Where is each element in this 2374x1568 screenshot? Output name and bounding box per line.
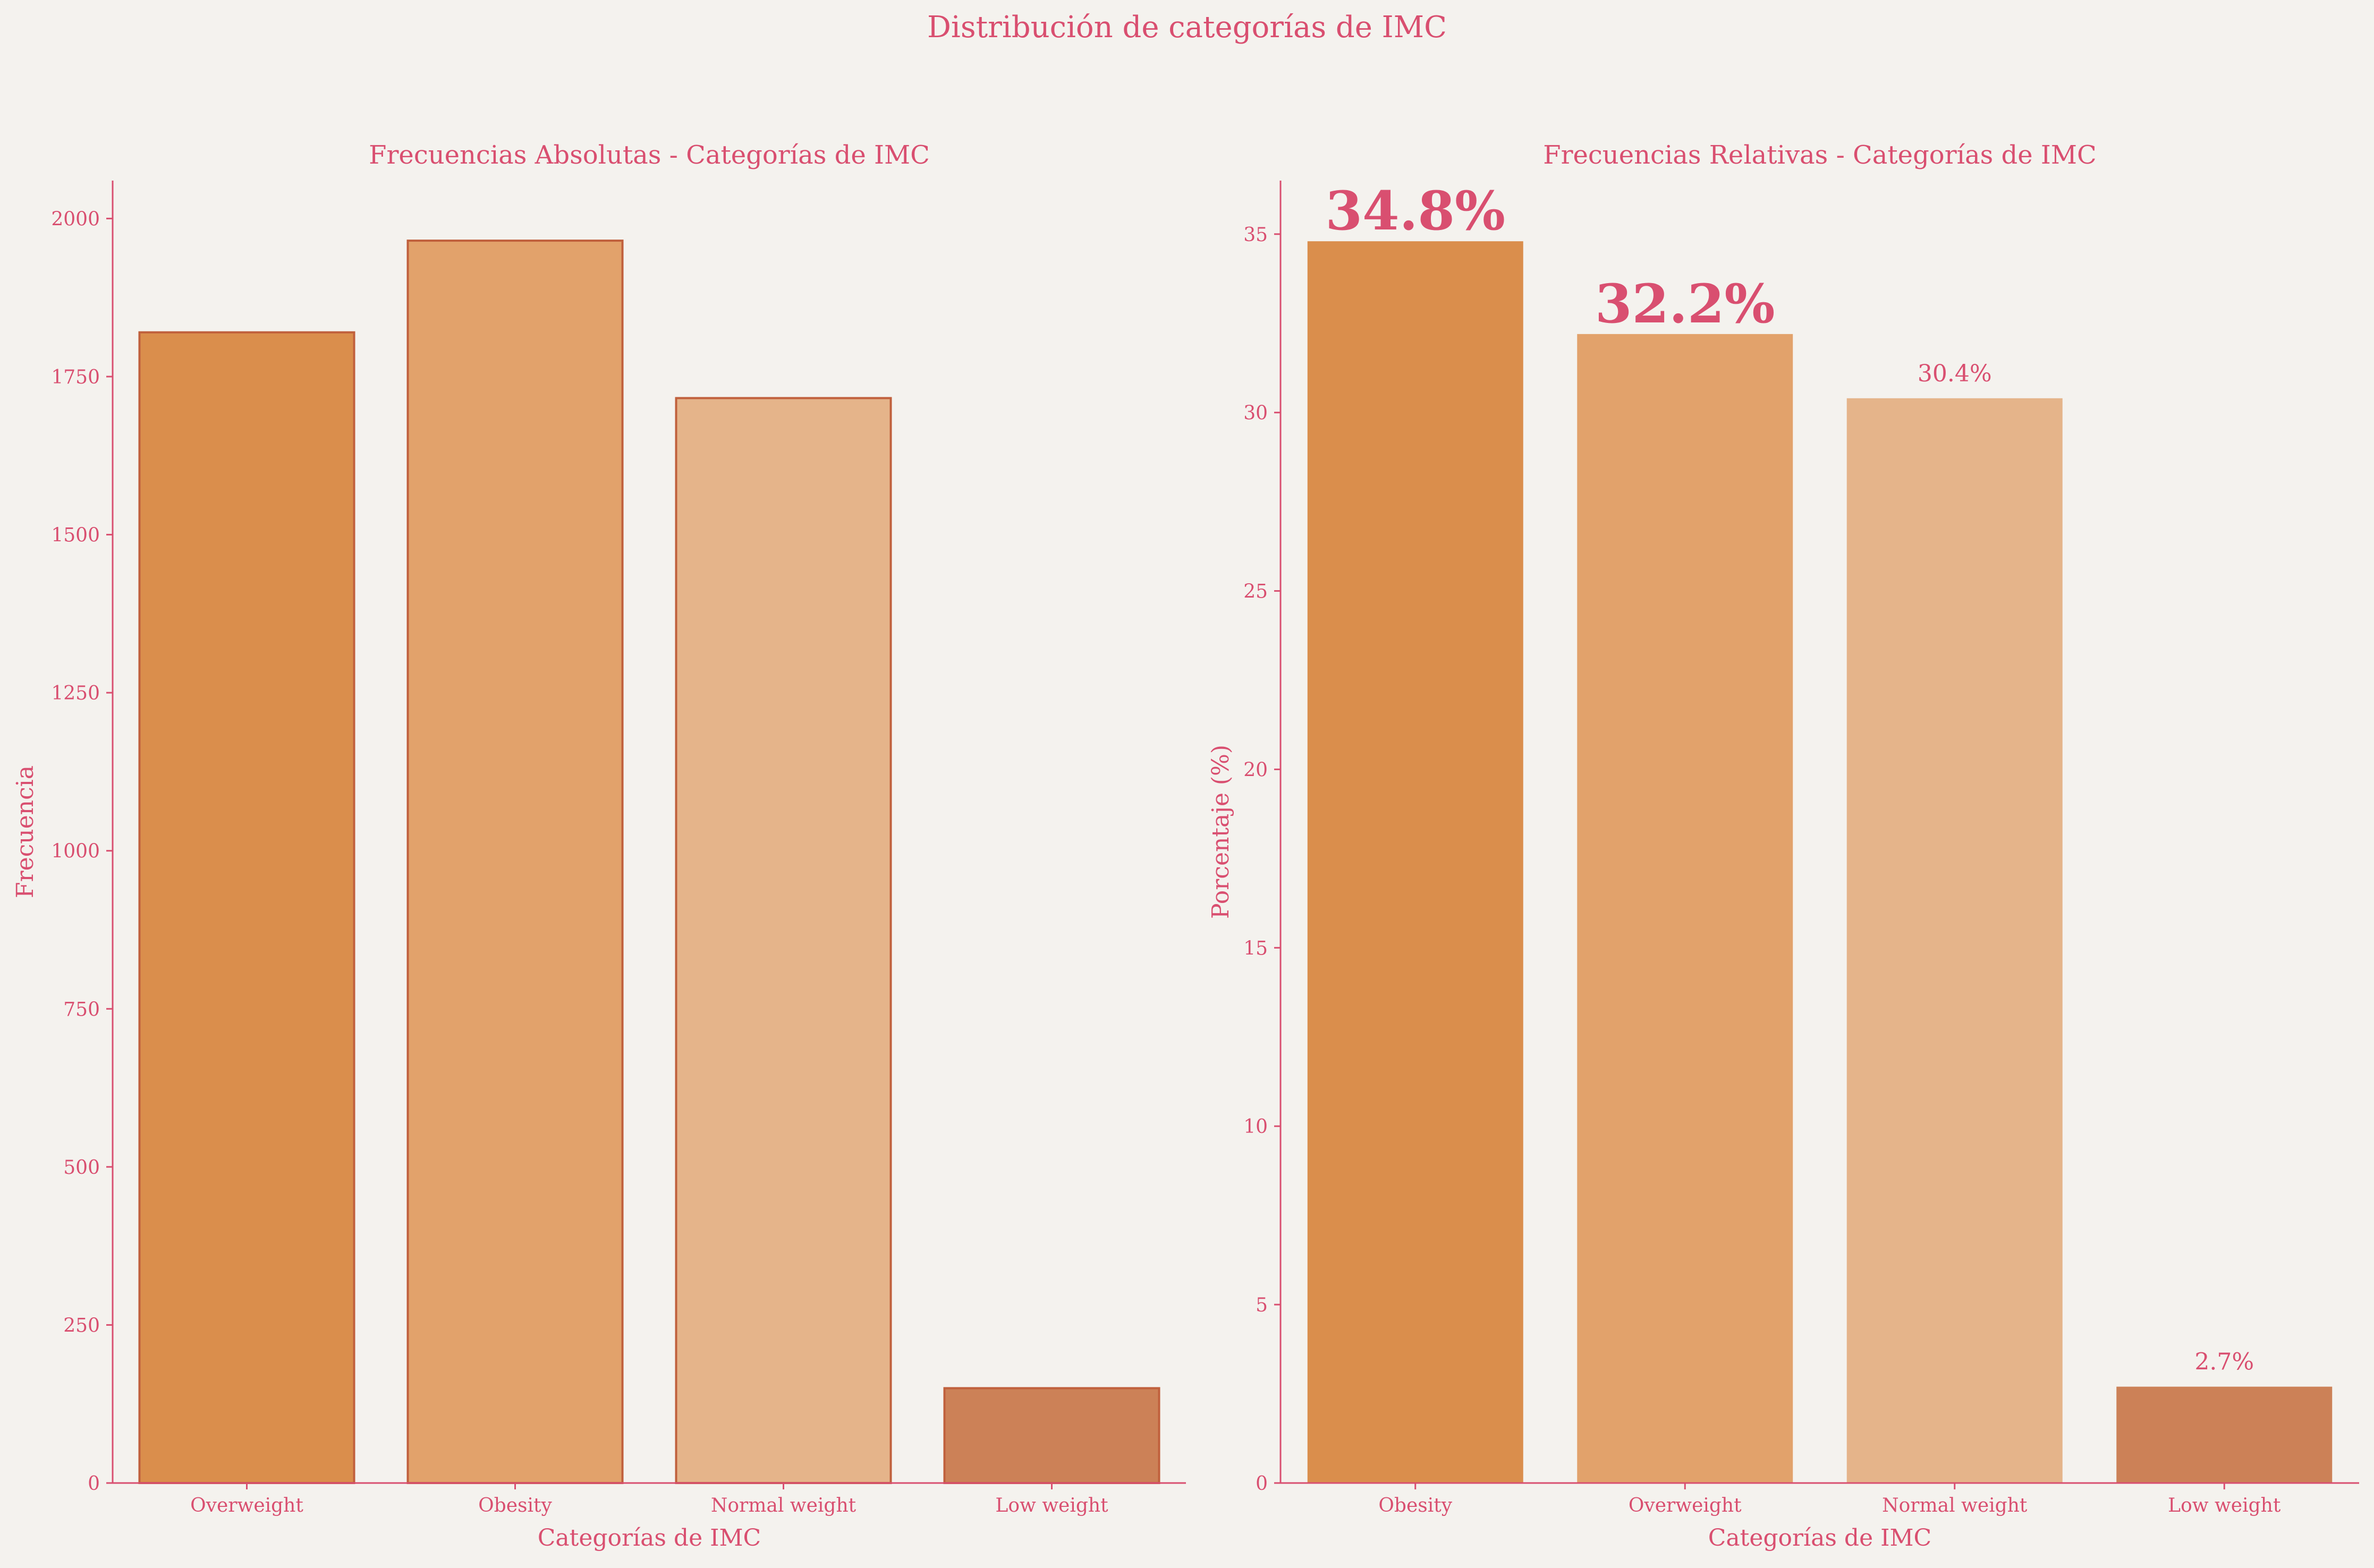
panel-0-xtick-label-0: Overweight xyxy=(190,1495,303,1516)
panel-1-data-label-2: 30.4% xyxy=(1918,360,1992,387)
figure-suptitle: Distribución de categorías de IMC xyxy=(927,10,1447,45)
panel-0-xtick-label-1: Obesity xyxy=(478,1495,552,1516)
panel-1-title: Frecuencias Relativas - Categorías de IM… xyxy=(1543,140,2096,170)
panel-0-bar-3 xyxy=(943,1387,1160,1484)
panel-0-ytick-label-6: 1500 xyxy=(51,525,100,547)
panel-1-bar-2 xyxy=(1846,398,2063,1483)
panel-1-ytick-label-7: 35 xyxy=(1243,224,1268,246)
panel-1-ytick-label-2: 10 xyxy=(1243,1116,1268,1138)
panel-1-data-label-1: 32.2% xyxy=(1595,272,1775,335)
panel-0-bar-2 xyxy=(675,397,892,1484)
panel-1-ytick-label-5: 25 xyxy=(1243,581,1268,603)
panel-1-data-label-3: 2.7% xyxy=(2194,1349,2254,1376)
panel-0-ytick-label-8: 2000 xyxy=(51,208,100,230)
panel-1-xtick-label-1: Overweight xyxy=(1629,1495,1742,1516)
panel-0-ylabel: Frecuencia xyxy=(12,765,39,898)
panel-1-ytick-label-6: 30 xyxy=(1243,403,1268,424)
panel-1-ytick-label-4: 20 xyxy=(1243,759,1268,781)
panel-1-xtick-label-2: Normal weight xyxy=(1882,1495,2028,1516)
panel-0-ytick-label-4: 1000 xyxy=(51,841,100,863)
panel-0-title: Frecuencias Absolutas - Categorías de IM… xyxy=(369,140,930,170)
panel-1-bar-1 xyxy=(1577,334,1793,1484)
panel-0-ytick-label-5: 1250 xyxy=(51,683,100,704)
panel-1-xlabel: Categorías de IMC xyxy=(1708,1524,1931,1552)
panel-0-xtick-label-3: Low weight xyxy=(995,1495,1108,1516)
panel-1-ytick-label-1: 5 xyxy=(1256,1294,1268,1316)
panel-1-bar-0 xyxy=(1307,241,1523,1484)
panel-0-ytick-label-7: 1750 xyxy=(51,367,100,388)
panel-1-bar-3 xyxy=(2116,1386,2333,1483)
panel-1-data-label-0: 34.8% xyxy=(1325,180,1505,242)
panel-0-xtick-label-2: Normal weight xyxy=(711,1495,857,1516)
panel-1-xtick-label-3: Low weight xyxy=(2168,1495,2281,1516)
panel-0-xlabel: Categorías de IMC xyxy=(538,1524,761,1552)
panel-0-ytick-label-1: 250 xyxy=(63,1315,100,1336)
panel-1-ytick-label-3: 15 xyxy=(1243,938,1268,959)
panel-1-ytick-label-0: 0 xyxy=(1256,1473,1268,1495)
panel-0-bar-1 xyxy=(406,240,624,1485)
panel-1-ylabel: Porcentaje (%) xyxy=(1207,745,1234,919)
panel-0-ytick-label-2: 500 xyxy=(63,1157,100,1179)
panel-0-ytick-label-0: 0 xyxy=(88,1473,100,1495)
panel-0-bar-0 xyxy=(138,331,355,1484)
panel-0-ytick-label-3: 750 xyxy=(63,999,100,1020)
panel-1-xtick-label-0: Obesity xyxy=(1378,1495,1452,1516)
